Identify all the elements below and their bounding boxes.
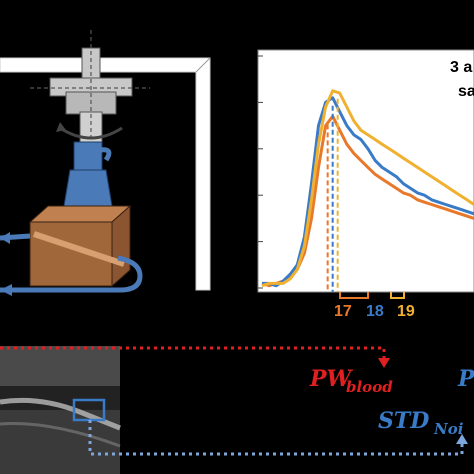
- series-line-3: [261, 89, 474, 288]
- chart-title-line1: 3 a: [450, 59, 472, 76]
- blue-dotted-arrow: [88, 420, 468, 456]
- marker-label-18: 18: [366, 303, 384, 320]
- rig-partial-label: m: [196, 229, 210, 246]
- formula-right-partial: P: [457, 366, 474, 392]
- chart-area: [257, 49, 474, 293]
- flow-tubing: [0, 232, 143, 296]
- waveform-chart: 3 a sa: [257, 49, 474, 293]
- chart-series: [261, 89, 474, 288]
- marker-label-19: 19: [397, 303, 415, 320]
- formula-std-noise: STD Noi: [378, 408, 464, 438]
- chart-axis-ticks: [258, 55, 263, 289]
- red-dotted-arrow: [0, 346, 390, 368]
- formula-pw-blood: PW blood: [309, 366, 393, 396]
- phantom-box: [28, 204, 132, 288]
- peak-markers: 17 18 19: [334, 292, 415, 320]
- pw-subscript: blood: [346, 378, 393, 396]
- std-main: STD: [378, 408, 429, 434]
- chart-title-line2: sa: [458, 83, 474, 100]
- pw-main: PW: [309, 366, 354, 392]
- marker-label-17: 17: [334, 303, 352, 320]
- peak-marker-lines: [326, 98, 339, 292]
- std-subscript: Noi: [433, 420, 464, 438]
- positioning-stage: [30, 30, 150, 150]
- ultrasound-probe: [63, 141, 113, 207]
- ultrasound-image: [0, 346, 121, 474]
- rig-diagram: m: [0, 30, 211, 296]
